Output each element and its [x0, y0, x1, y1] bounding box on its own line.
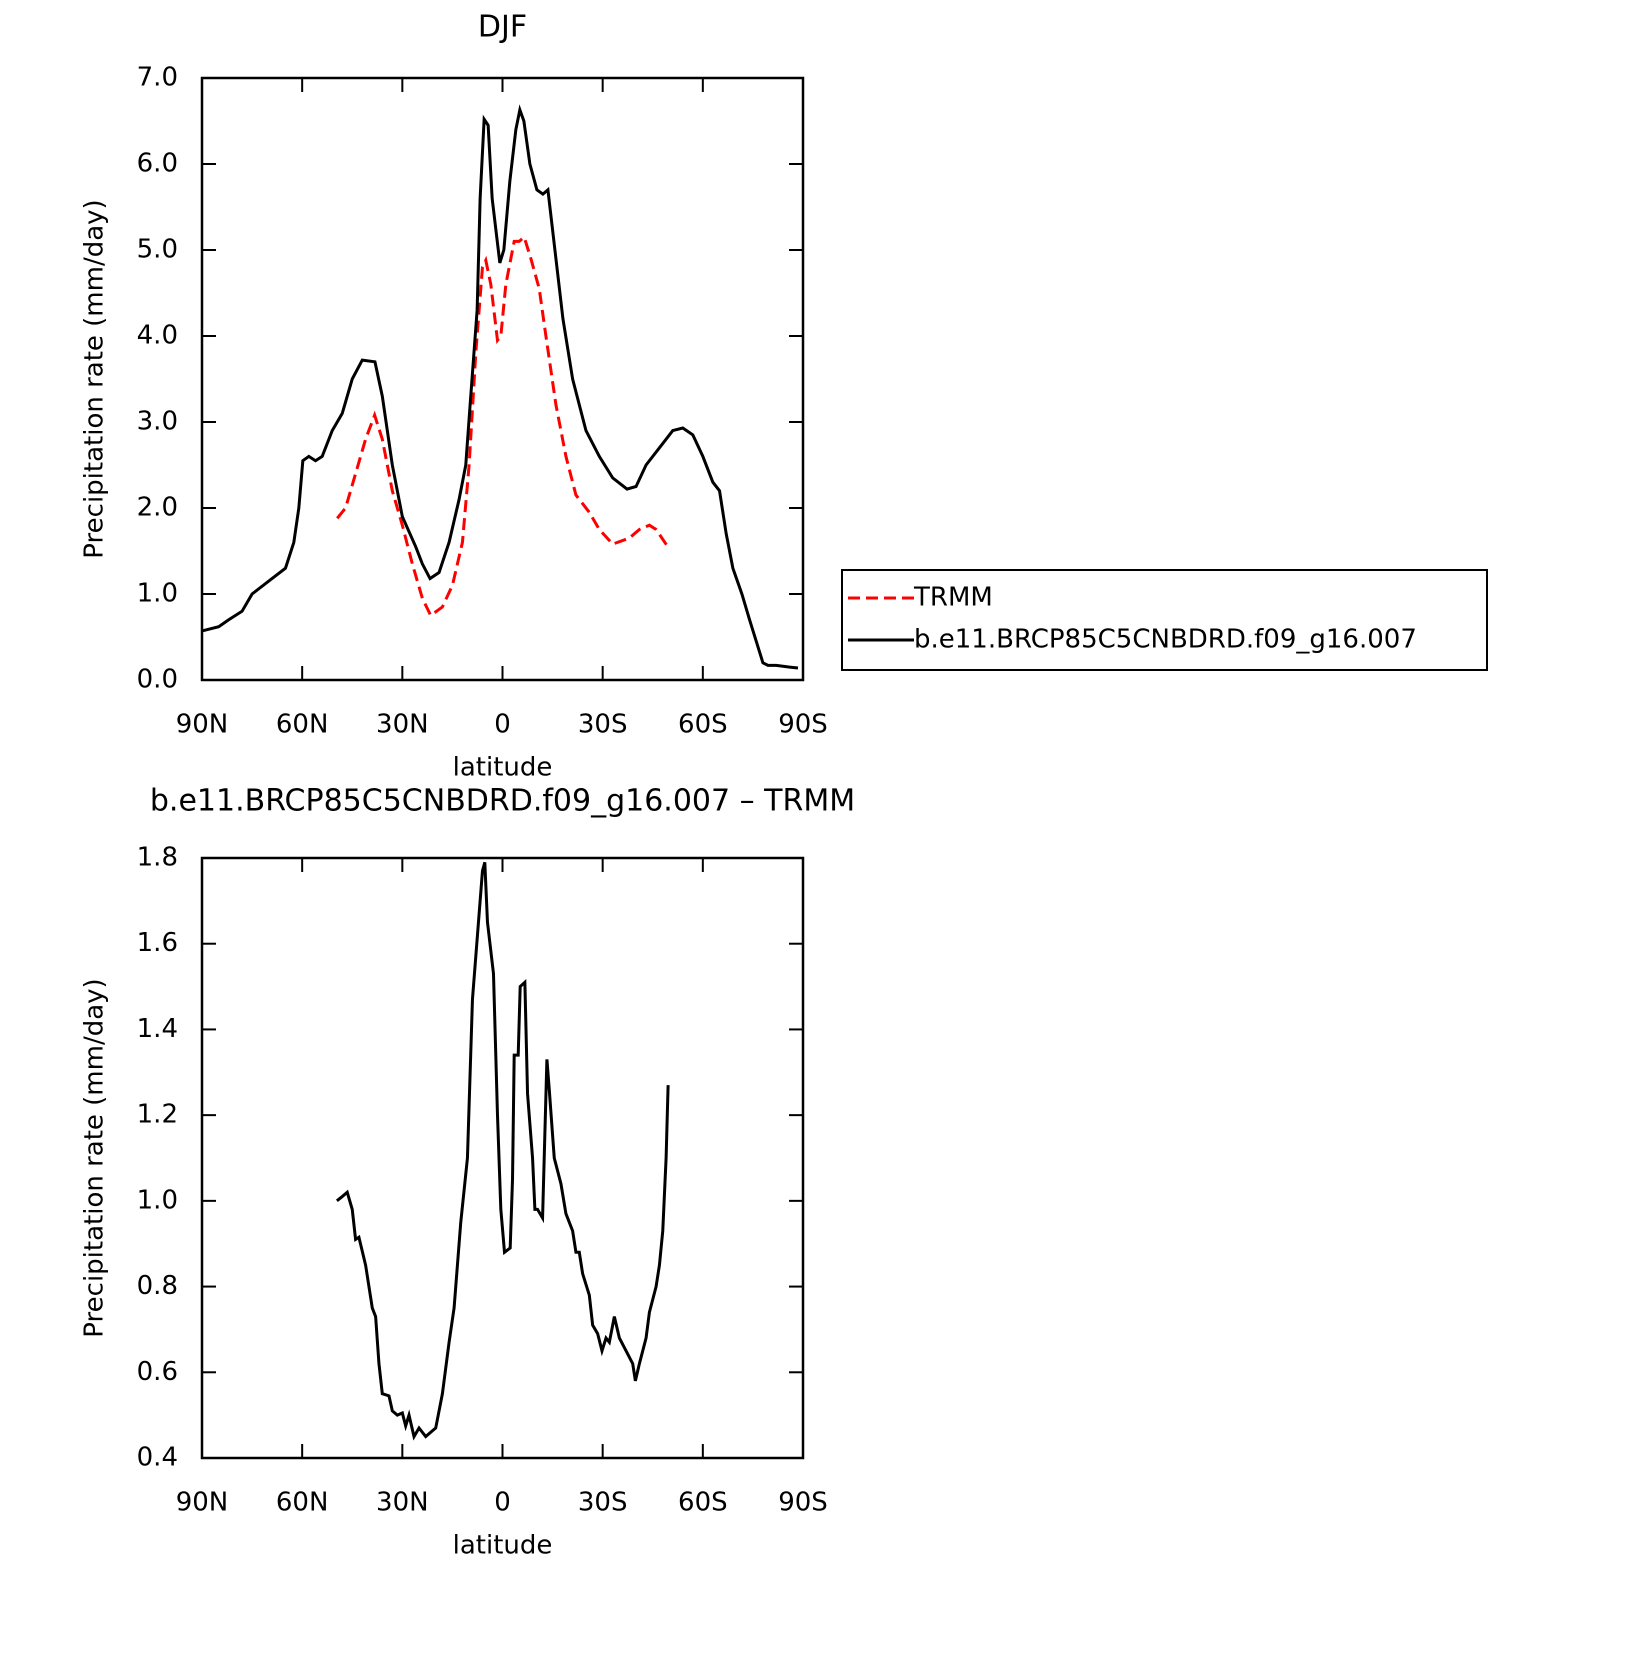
y-tick-label: 1.2	[137, 1100, 178, 1130]
x-tick-label: 30S	[578, 710, 628, 740]
y-tick-label: 1.4	[137, 1014, 178, 1044]
data-line	[335, 861, 670, 1441]
y-axis-label: Precipitation rate (mm/day)	[80, 199, 110, 558]
x-tick-label: 60S	[678, 710, 728, 740]
plot-frame	[200, 76, 805, 682]
y-tick-label: 7.0	[137, 63, 178, 93]
x-tick-label: 90S	[778, 1488, 828, 1518]
chart-title: b.e11.BRCP85C5CNBDRD.f09_g16.007 – TRMM	[150, 784, 855, 819]
x-tick-label: 90S	[778, 710, 828, 740]
y-tick-label: 6.0	[137, 149, 178, 179]
y-tick-label: 3.0	[137, 407, 178, 437]
chart-title: DJF	[478, 10, 527, 45]
x-tick-label: 60S	[678, 1488, 728, 1518]
x-tick-label: 30S	[578, 1488, 628, 1518]
y-tick-label: 0.4	[137, 1443, 178, 1473]
x-tick-label: 60N	[276, 710, 329, 740]
data-line	[336, 234, 670, 618]
data-line	[201, 104, 799, 670]
x-tick-label: 60N	[276, 1488, 329, 1518]
x-tick-label: 30N	[376, 1488, 429, 1518]
x-tick-label: 90N	[176, 710, 229, 740]
y-tick-label: 5.0	[137, 235, 178, 265]
y-axis-label: Precipitation rate (mm/day)	[80, 978, 110, 1337]
x-axis-label: latitude	[453, 1531, 553, 1561]
x-tick-label: 30N	[376, 710, 429, 740]
legend-label: TRMM	[913, 583, 993, 613]
x-axis-label: latitude	[453, 753, 553, 783]
y-tick-label: 2.0	[137, 493, 178, 523]
y-tick-label: 1.0	[137, 579, 178, 609]
y-tick-label: 4.0	[137, 321, 178, 351]
y-tick-label: 0.8	[137, 1271, 178, 1301]
y-tick-label: 1.0	[137, 1185, 178, 1215]
y-tick-label: 0.0	[137, 665, 178, 695]
x-tick-label: 0	[494, 710, 511, 740]
y-tick-label: 0.6	[137, 1357, 178, 1387]
y-tick-label: 1.6	[137, 928, 178, 958]
y-tick-label: 1.8	[137, 843, 178, 873]
plot-frame	[200, 856, 805, 1460]
legend-label: b.e11.BRCP85C5CNBDRD.f09_g16.007	[914, 625, 1417, 655]
legend-box	[841, 569, 1488, 671]
x-tick-label: 90N	[176, 1488, 229, 1518]
x-tick-label: 0	[494, 1488, 511, 1518]
